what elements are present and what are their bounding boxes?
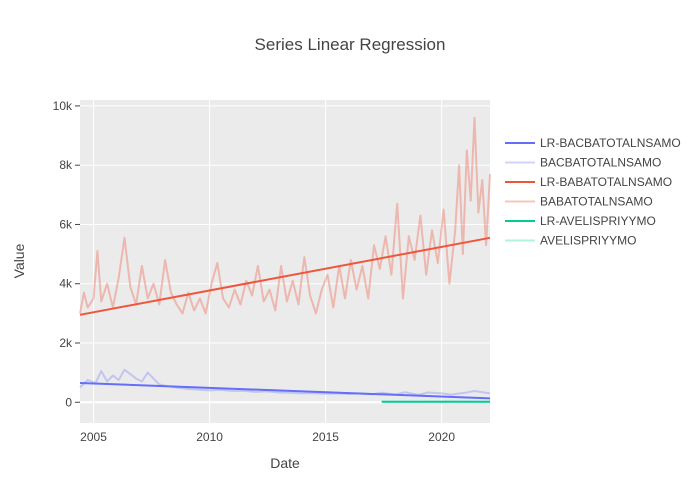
- series-line-lr-bacbatotalnsamo[interactable]: [79, 382, 491, 400]
- x-tick-label: 2010: [196, 430, 223, 444]
- y-tick-label: 6k: [59, 217, 73, 231]
- y-axis-title: Value: [11, 243, 27, 278]
- legend-label: AVELISPRIYYMO: [540, 234, 636, 248]
- legend-label: LR-BABATOTALNSAMO: [540, 175, 672, 189]
- legend-label: LR-AVELISPRIYYMO: [540, 214, 656, 228]
- plot-area: [80, 100, 490, 423]
- legend[interactable]: LR-BACBATOTALNSAMO BACBATOTALNSAMO LR-BABA…: [505, 136, 681, 248]
- y-axis: 0 2k 4k 6k 8k 10k: [53, 99, 80, 409]
- legend-item-babatotalnsamo[interactable]: BABATOTALNSAMO: [505, 195, 653, 209]
- x-tick-label: 2020: [428, 430, 455, 444]
- grid: [80, 100, 490, 423]
- y-tick-label: 0: [65, 395, 72, 409]
- legend-label: BACBATOTALNSAMO: [540, 156, 661, 170]
- y-tick-label: 4k: [59, 277, 73, 291]
- legend-item-avelispriyymo[interactable]: AVELISPRIYYMO: [505, 234, 636, 248]
- y-tick-label: 2k: [59, 336, 73, 350]
- legend-label: BABATOTALNSAMO: [540, 195, 653, 209]
- y-tick-label: 8k: [59, 158, 73, 172]
- legend-item-lr-bacbatotalnsamo[interactable]: LR-BACBATOTALNSAMO: [505, 136, 681, 150]
- x-tick-label: 2015: [312, 430, 339, 444]
- legend-item-bacbatotalnsamo[interactable]: BACBATOTALNSAMO: [505, 156, 661, 170]
- series-layer: [79, 116, 491, 403]
- series-line-babatotalnsamo[interactable]: [79, 116, 491, 315]
- legend-label: LR-BACBATOTALNSAMO: [540, 136, 681, 150]
- legend-item-lr-avelispriyymo[interactable]: LR-AVELISPRIYYMO: [505, 214, 656, 228]
- series-line-lr-babatotalnsamo[interactable]: [79, 236, 491, 316]
- x-axis: 2005 2010 2015 2020: [80, 430, 455, 444]
- x-axis-title: Date: [270, 455, 300, 471]
- series-line-bacbatotalnsamo[interactable]: [79, 368, 491, 396]
- y-tick-label: 10k: [53, 99, 73, 113]
- legend-item-lr-babatotalnsamo[interactable]: LR-BABATOTALNSAMO: [505, 175, 672, 189]
- chart-title: Series Linear Regression: [255, 35, 446, 54]
- x-tick-label: 2005: [80, 430, 107, 444]
